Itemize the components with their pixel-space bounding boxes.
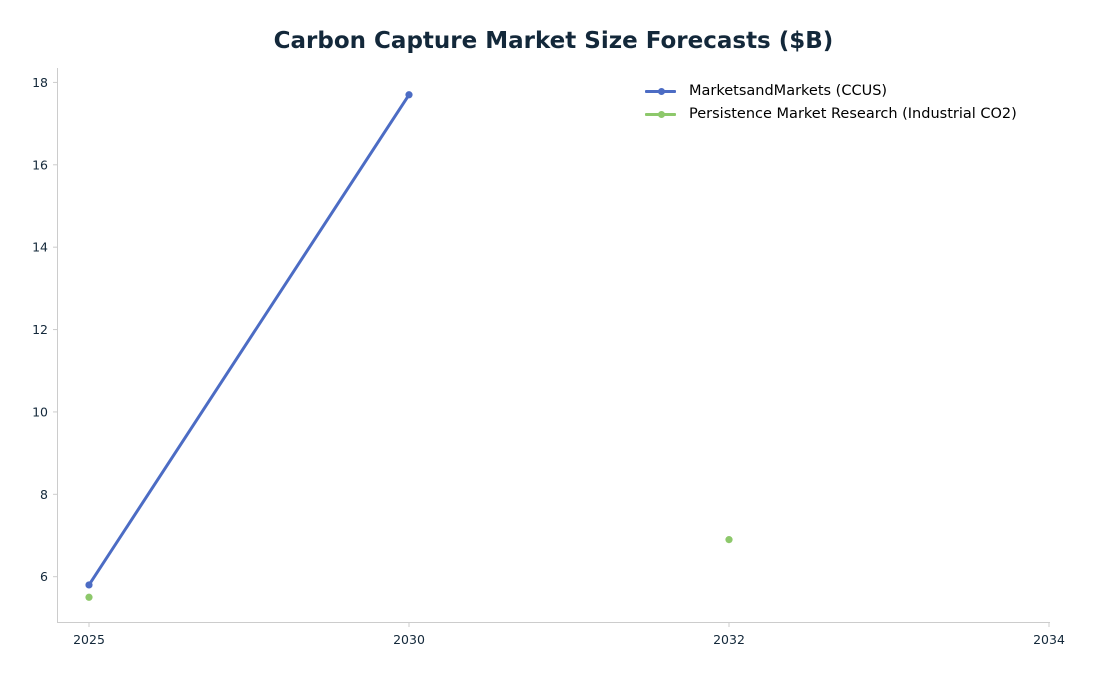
- legend-label: MarketsandMarkets (CCUS): [689, 82, 888, 99]
- y-tick-label: 10: [32, 404, 48, 419]
- y-tick-label: 6: [40, 569, 48, 584]
- series-layer: [85, 91, 733, 601]
- legend-swatch: [643, 107, 678, 121]
- x-ticks: 2025 2030 2032 2034: [73, 622, 1065, 647]
- series-1: [85, 91, 413, 589]
- legend-swatch: [643, 84, 678, 98]
- y-tick-label: 14: [32, 240, 48, 255]
- y-tick-label: 12: [32, 322, 48, 337]
- x-tick-label: 2025: [73, 632, 105, 647]
- series-2: [85, 536, 733, 601]
- y-tick-label: 8: [40, 487, 48, 502]
- legend: MarketsandMarkets (CCUS) Persistence Mar…: [643, 79, 1017, 125]
- legend-label: Persistence Market Research (Industrial …: [689, 105, 1017, 122]
- y-tick-label: 18: [32, 75, 48, 90]
- series-line: [87, 93, 411, 587]
- y-tick-label: 16: [32, 157, 48, 172]
- data-point: [85, 593, 93, 601]
- x-tick-label: 2032: [713, 632, 745, 647]
- legend-marker: [658, 87, 665, 95]
- data-point: [85, 581, 93, 589]
- data-point: [405, 91, 413, 99]
- chart-title: Carbon Capture Market Size Forecasts ($B…: [273, 28, 834, 54]
- data-point: [725, 536, 733, 544]
- x-tick-label: 2030: [393, 632, 425, 647]
- legend-item: MarketsandMarkets (CCUS): [643, 79, 1017, 102]
- y-ticks: 6 8 10 12 14 16 18: [32, 75, 58, 584]
- x-tick-label: 2034: [1033, 632, 1065, 647]
- legend-marker: [658, 110, 665, 118]
- legend-item: Persistence Market Research (Industrial …: [643, 102, 1017, 125]
